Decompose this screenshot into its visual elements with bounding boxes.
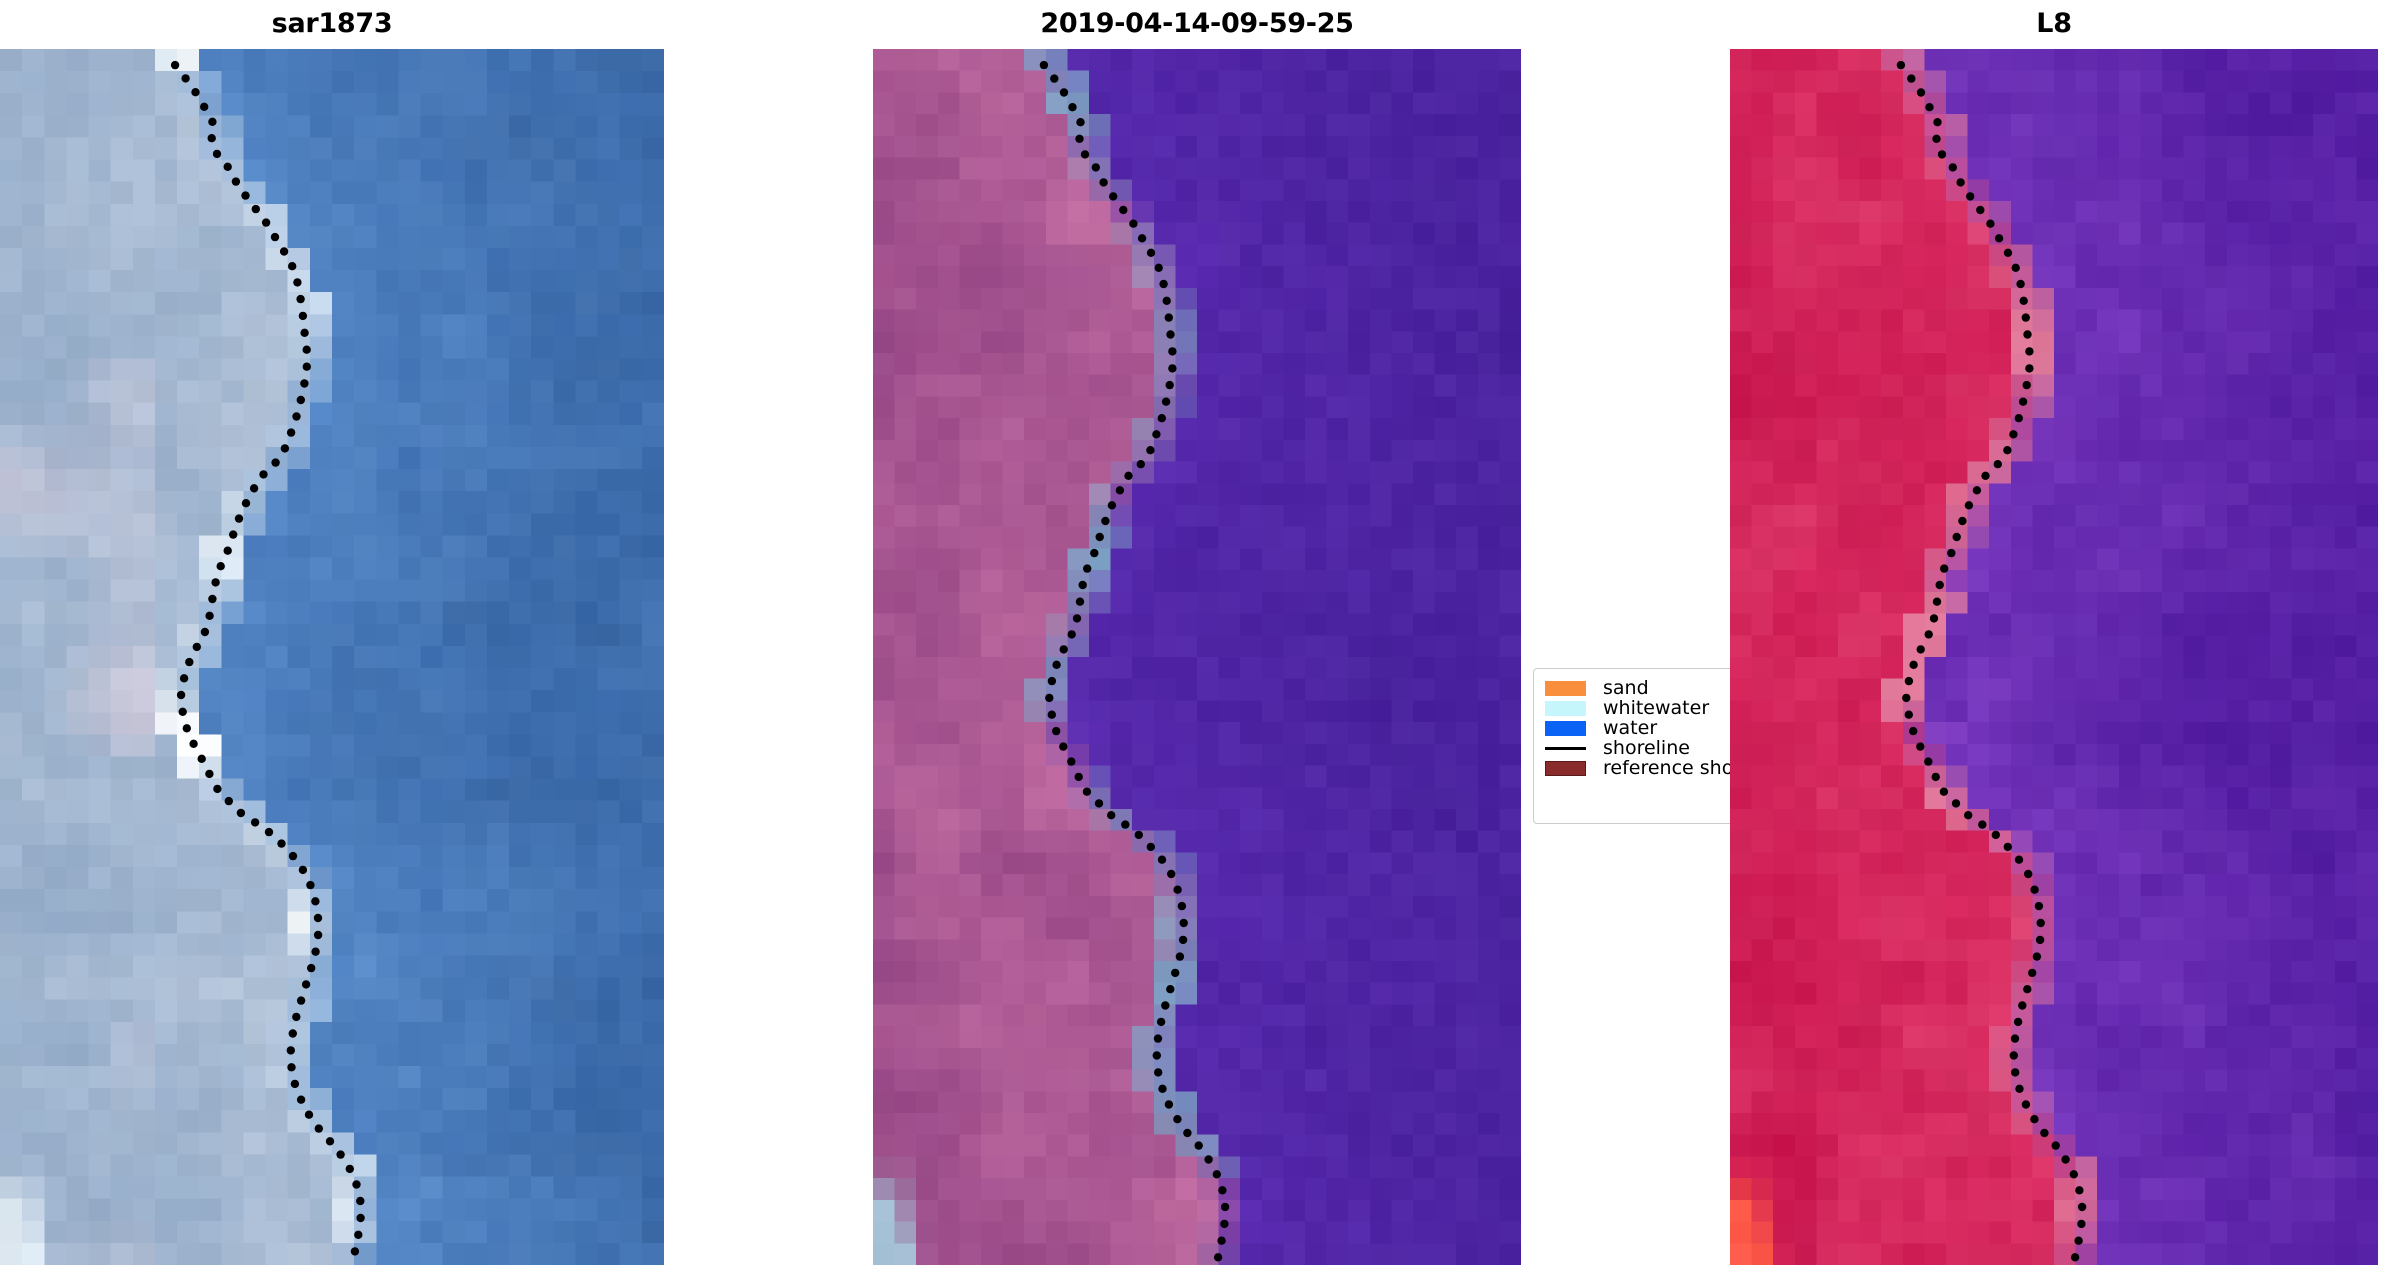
satellite-image-l8[interactable] <box>1730 49 2378 1265</box>
panel-title-sar1873: sar1873 <box>271 8 393 39</box>
legend-label-reference-shoreline: reference shoreline <box>1603 757 1730 779</box>
satellite-image-sar1873[interactable] <box>0 49 664 1265</box>
legend-item-sand[interactable]: sand <box>1545 678 1730 698</box>
water-swatch-icon <box>1545 718 1591 738</box>
legend-label-shoreline: shoreline <box>1603 737 1690 759</box>
legend-label-whitewater: whitewater <box>1603 697 1710 719</box>
legend-item-shoreline[interactable]: shoreline <box>1545 738 1730 758</box>
panel-sar1873: sar1873 <box>0 0 664 1265</box>
legend-item-reference-shoreline[interactable]: reference shoreline <box>1545 758 1730 778</box>
panel-title-l8: L8 <box>2036 8 2072 39</box>
legend-item-water[interactable]: water <box>1545 718 1730 738</box>
legend-clip-region: sand whitewater water shoreline <box>1533 660 1730 836</box>
reference-shoreline-swatch-icon <box>1545 758 1591 778</box>
sand-swatch-icon <box>1545 678 1591 698</box>
panel-classified: 2019-04-14-09-59-25 <box>873 0 1521 1265</box>
legend-item-whitewater[interactable]: whitewater <box>1545 698 1730 718</box>
satellite-image-classified[interactable] <box>873 49 1521 1265</box>
legend-label-water: water <box>1603 717 1658 739</box>
legend-label-sand: sand <box>1603 677 1649 699</box>
panel-l8: L8 <box>1730 0 2378 1265</box>
whitewater-swatch-icon <box>1545 698 1591 718</box>
panel-title-classified: 2019-04-14-09-59-25 <box>1040 8 1354 39</box>
legend-box[interactable]: sand whitewater water shoreline <box>1533 668 1730 824</box>
shoreline-line-icon <box>1545 738 1591 758</box>
